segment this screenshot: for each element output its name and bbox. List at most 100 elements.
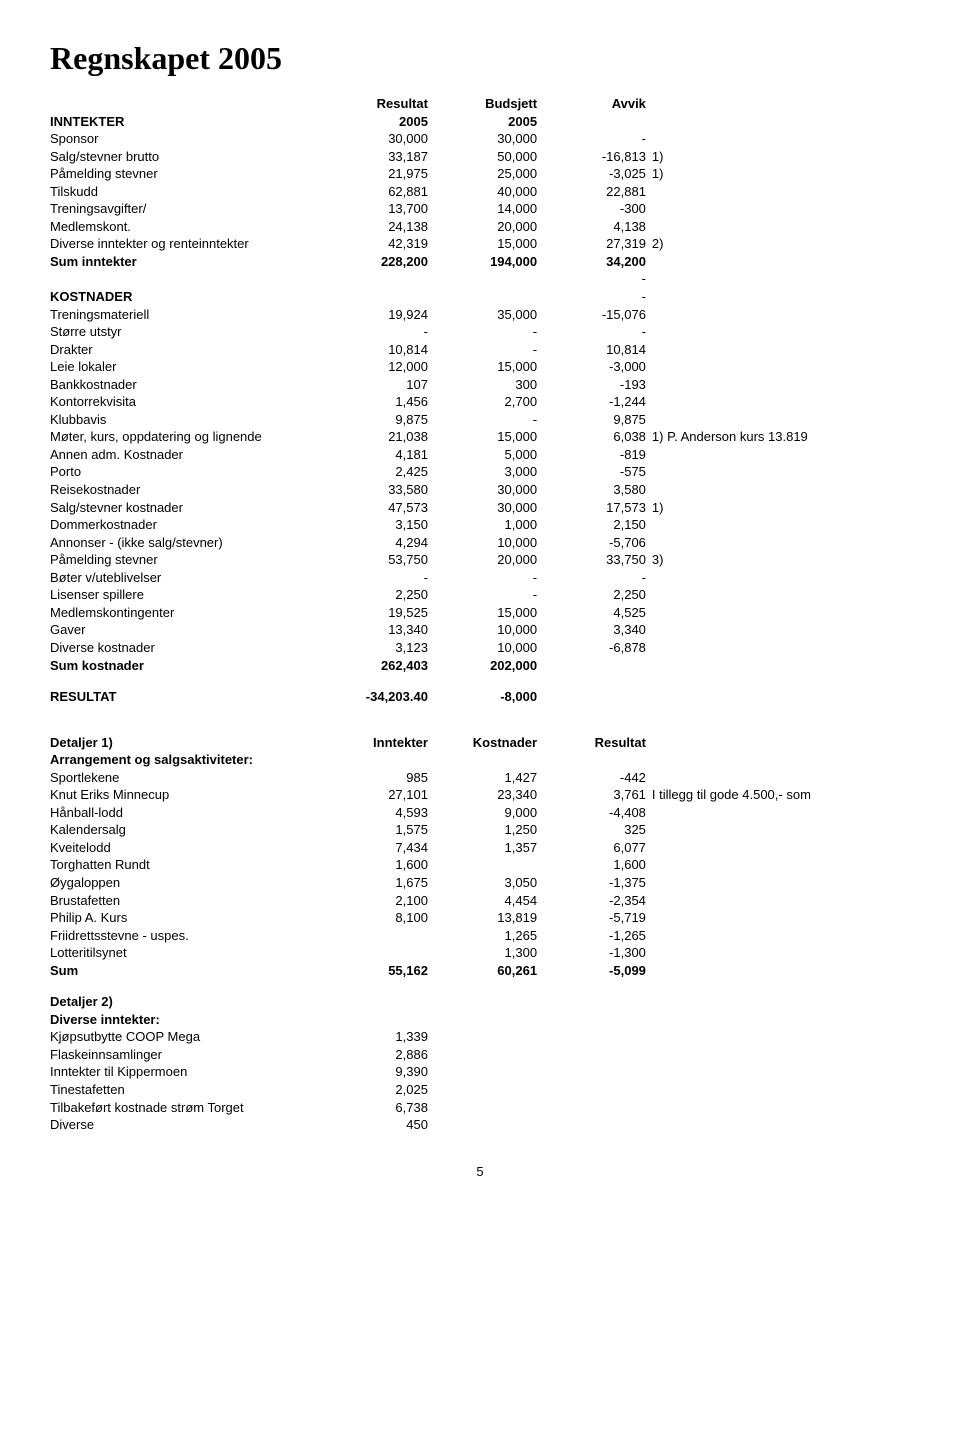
- row-label: Lisenser spillere: [50, 586, 319, 604]
- row-label: Øygaloppen: [50, 874, 319, 892]
- row-value: 30,000: [428, 499, 537, 517]
- row-value: 10,814: [319, 341, 428, 359]
- row-value: 33,750: [537, 551, 646, 569]
- row-label: Treningsmateriell: [50, 306, 319, 324]
- row-value: 450: [319, 1116, 428, 1134]
- row-note: [646, 804, 910, 822]
- row-value: -300: [537, 200, 646, 218]
- row-value: 1,265: [428, 927, 537, 945]
- row-value: 22,881: [537, 183, 646, 201]
- row-label: Salg/stevner brutto: [50, 148, 319, 166]
- row-value: 1,600: [319, 856, 428, 874]
- row-note: [646, 874, 910, 892]
- row-value: 1,456: [319, 393, 428, 411]
- row-value: 15,000: [428, 428, 537, 446]
- row-value: 300: [428, 376, 537, 394]
- row-note: [646, 463, 910, 481]
- sum-inntekter-c2: 194,000: [428, 253, 537, 271]
- row-value: 13,340: [319, 621, 428, 639]
- row-value: -5,719: [537, 909, 646, 927]
- row-value: -: [319, 323, 428, 341]
- row-note: [646, 341, 910, 359]
- row-note: [646, 1046, 910, 1064]
- row-label: Sponsor: [50, 130, 319, 148]
- row-value: -4,408: [537, 804, 646, 822]
- row-value: [428, 856, 537, 874]
- row-value: [319, 944, 428, 962]
- row-note: 1): [646, 499, 910, 517]
- row-label: Tilbakeført kostnade strøm Torget: [50, 1099, 319, 1117]
- row-value: 3,761: [537, 786, 646, 804]
- row-value: 15,000: [428, 358, 537, 376]
- row-note: [646, 586, 910, 604]
- row-value: 42,319: [319, 235, 428, 253]
- row-note: [646, 639, 910, 657]
- row-label: Brustafetten: [50, 892, 319, 910]
- row-value: -1,244: [537, 393, 646, 411]
- row-value: 30,000: [319, 130, 428, 148]
- row-value: -: [537, 130, 646, 148]
- row-value: 6,038: [537, 428, 646, 446]
- row-note: [646, 130, 910, 148]
- row-value: 2,250: [537, 586, 646, 604]
- row-value: 25,000: [428, 165, 537, 183]
- row-note: [646, 393, 910, 411]
- row-value: 2,025: [319, 1081, 428, 1099]
- row-value: [537, 1063, 646, 1081]
- row-value: 325: [537, 821, 646, 839]
- row-value: 107: [319, 376, 428, 394]
- row-value: [428, 1099, 537, 1117]
- row-note: [646, 1063, 910, 1081]
- row-label: Treningsavgifter/: [50, 200, 319, 218]
- row-value: 2,886: [319, 1046, 428, 1064]
- col-header-avvik: Avvik: [537, 95, 646, 113]
- row-note: [646, 218, 910, 236]
- row-value: 4,593: [319, 804, 428, 822]
- row-value: 21,038: [319, 428, 428, 446]
- row-value: 20,000: [428, 218, 537, 236]
- row-value: 4,138: [537, 218, 646, 236]
- section-inntekter: INNTEKTER: [50, 113, 319, 131]
- row-value: -1,300: [537, 944, 646, 962]
- row-label: Sportlekene: [50, 769, 319, 787]
- row-value: 24,138: [319, 218, 428, 236]
- row-value: [537, 1116, 646, 1134]
- row-value: 19,525: [319, 604, 428, 622]
- row-value: 15,000: [428, 604, 537, 622]
- row-value: 8,100: [319, 909, 428, 927]
- row-value: 27,319: [537, 235, 646, 253]
- dash-2: -: [537, 288, 646, 306]
- row-value: -: [537, 323, 646, 341]
- row-value: 1,600: [537, 856, 646, 874]
- row-value: 2,150: [537, 516, 646, 534]
- row-label: Bøter v/uteblivelser: [50, 569, 319, 587]
- row-label: Påmelding stevner: [50, 551, 319, 569]
- row-value: 5,000: [428, 446, 537, 464]
- row-note: [646, 411, 910, 429]
- sum-kostnader-c2: 202,000: [428, 657, 537, 675]
- detaljer1-h2: Kostnader: [428, 734, 537, 752]
- row-label: Kalendersalg: [50, 821, 319, 839]
- row-label: Kontorrekvisita: [50, 393, 319, 411]
- detaljer1-sum-c3: -5,099: [537, 962, 646, 980]
- col-header-budsjett: Budsjett: [428, 95, 537, 113]
- row-value: 10,814: [537, 341, 646, 359]
- row-note: 1): [646, 148, 910, 166]
- row-value: 40,000: [428, 183, 537, 201]
- row-value: 33,580: [319, 481, 428, 499]
- row-value: 3,150: [319, 516, 428, 534]
- detaljer1-h3: Resultat: [537, 734, 646, 752]
- row-value: -1,265: [537, 927, 646, 945]
- row-label: Påmelding stevner: [50, 165, 319, 183]
- detaljer1-sum-c2: 60,261: [428, 962, 537, 980]
- row-label: Salg/stevner kostnader: [50, 499, 319, 517]
- row-value: 1,000: [428, 516, 537, 534]
- detaljer1-h1: Inntekter: [319, 734, 428, 752]
- row-value: 3,580: [537, 481, 646, 499]
- dash-1: -: [537, 270, 646, 288]
- row-note: [646, 534, 910, 552]
- row-note: [646, 200, 910, 218]
- row-value: 17,573: [537, 499, 646, 517]
- row-label: Klubbavis: [50, 411, 319, 429]
- row-note: [646, 856, 910, 874]
